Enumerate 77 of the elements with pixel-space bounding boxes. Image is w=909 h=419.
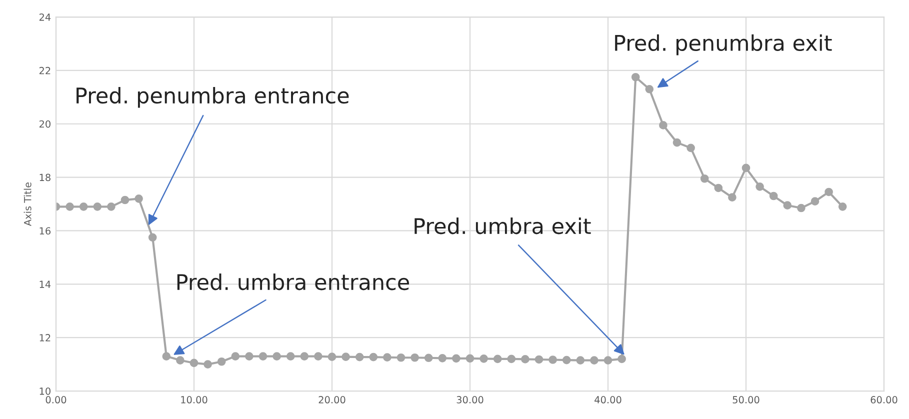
y-tick-label: 22 [39, 66, 50, 74]
x-tick-label: 60.00 [870, 396, 898, 404]
point [314, 352, 322, 360]
point [493, 354, 502, 364]
point [604, 356, 612, 364]
point [93, 202, 102, 211]
annotation: Pred. umbra entrance [177, 274, 409, 290]
point [410, 353, 419, 362]
point [190, 358, 198, 368]
point [756, 182, 764, 191]
y-tick-label: 14 [40, 280, 51, 288]
y-tick-label: 16 [40, 227, 51, 235]
point [272, 352, 281, 360]
point [590, 356, 598, 364]
annotation: Pred. penumbra exit [615, 34, 832, 56]
point [258, 352, 268, 360]
point [714, 184, 723, 192]
point [217, 357, 226, 366]
point [534, 355, 544, 364]
point [783, 201, 792, 210]
point [769, 192, 778, 200]
point [631, 72, 640, 82]
y-tick-label: 24 [39, 13, 51, 21]
point [369, 352, 378, 362]
point [576, 356, 585, 364]
point [480, 354, 488, 363]
point [204, 360, 212, 368]
y-tick-label: 20 [39, 120, 50, 128]
point [728, 193, 736, 202]
x-tick-label: 10.00 [181, 396, 208, 404]
point [686, 144, 695, 152]
x-tick-label: 30.00 [456, 396, 484, 404]
x-tick-label: 20.00 [318, 396, 346, 404]
point [618, 354, 626, 364]
point [245, 352, 254, 360]
point [383, 353, 392, 362]
y-tick-label: 12 [40, 334, 50, 342]
point [79, 202, 88, 211]
point [424, 354, 433, 362]
point [300, 352, 309, 360]
point [562, 356, 571, 364]
x-tick-label: 40.00 [594, 396, 622, 404]
y-tick-label: 18 [40, 174, 50, 182]
point [838, 202, 847, 211]
point [148, 233, 157, 242]
point [742, 164, 750, 172]
point [342, 352, 350, 361]
point [231, 352, 240, 360]
point [659, 121, 668, 130]
annotation: Pred. penumbra entrance [76, 86, 349, 108]
x-tick-label: 0.00 [46, 396, 66, 404]
point [107, 202, 116, 211]
point [328, 352, 336, 361]
point [810, 197, 820, 206]
point [507, 354, 516, 364]
point [548, 356, 557, 364]
y-tick-label: 10 [40, 387, 50, 395]
point [396, 353, 406, 362]
point [438, 354, 447, 362]
point [672, 138, 682, 147]
point [797, 204, 806, 212]
point [645, 84, 654, 94]
point [120, 196, 130, 204]
point [700, 174, 709, 183]
y-axis-title: Axis Title [24, 182, 32, 226]
point [466, 354, 474, 363]
point [162, 352, 171, 360]
x-tick-label: 50.00 [732, 396, 760, 404]
point [134, 194, 143, 203]
point [66, 202, 74, 211]
point [286, 352, 295, 360]
point [521, 355, 530, 364]
annotation: Pred. umbra exit [414, 218, 591, 234]
point [452, 354, 460, 363]
point [176, 356, 184, 364]
point [355, 352, 364, 362]
point [824, 188, 833, 196]
